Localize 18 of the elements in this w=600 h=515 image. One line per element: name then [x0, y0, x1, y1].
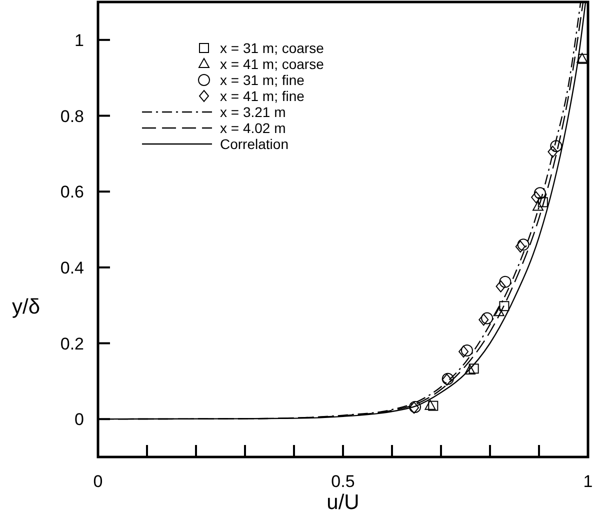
x-tick-label: 1 [583, 472, 593, 491]
legend-label: x = 3.21 m [220, 104, 286, 120]
x-tick-label: 0 [93, 472, 103, 491]
legend-label: Correlation [220, 136, 288, 152]
legend-label: x = 31 m; fine [220, 72, 305, 88]
x-tick-label: 0.5 [331, 472, 355, 491]
y-tick-label: 0.2 [60, 334, 84, 354]
legend-label: x = 41 m; coarse [220, 56, 324, 72]
y-axis-title: y/δ [12, 295, 40, 318]
y-tick-label: 0.8 [60, 106, 84, 126]
legend-label: x = 41 m; fine [220, 88, 305, 104]
y-tick-label: 0.4 [60, 258, 84, 278]
x-axis-title: u/U [326, 491, 360, 514]
y-tick-label: 0 [74, 410, 84, 430]
y-tick-label: 1 [74, 30, 84, 50]
y-tick-label: 0.6 [60, 182, 84, 202]
legend-label: x = 31 m; coarse [220, 40, 324, 56]
legend-label: x = 4.02 m [220, 120, 286, 136]
